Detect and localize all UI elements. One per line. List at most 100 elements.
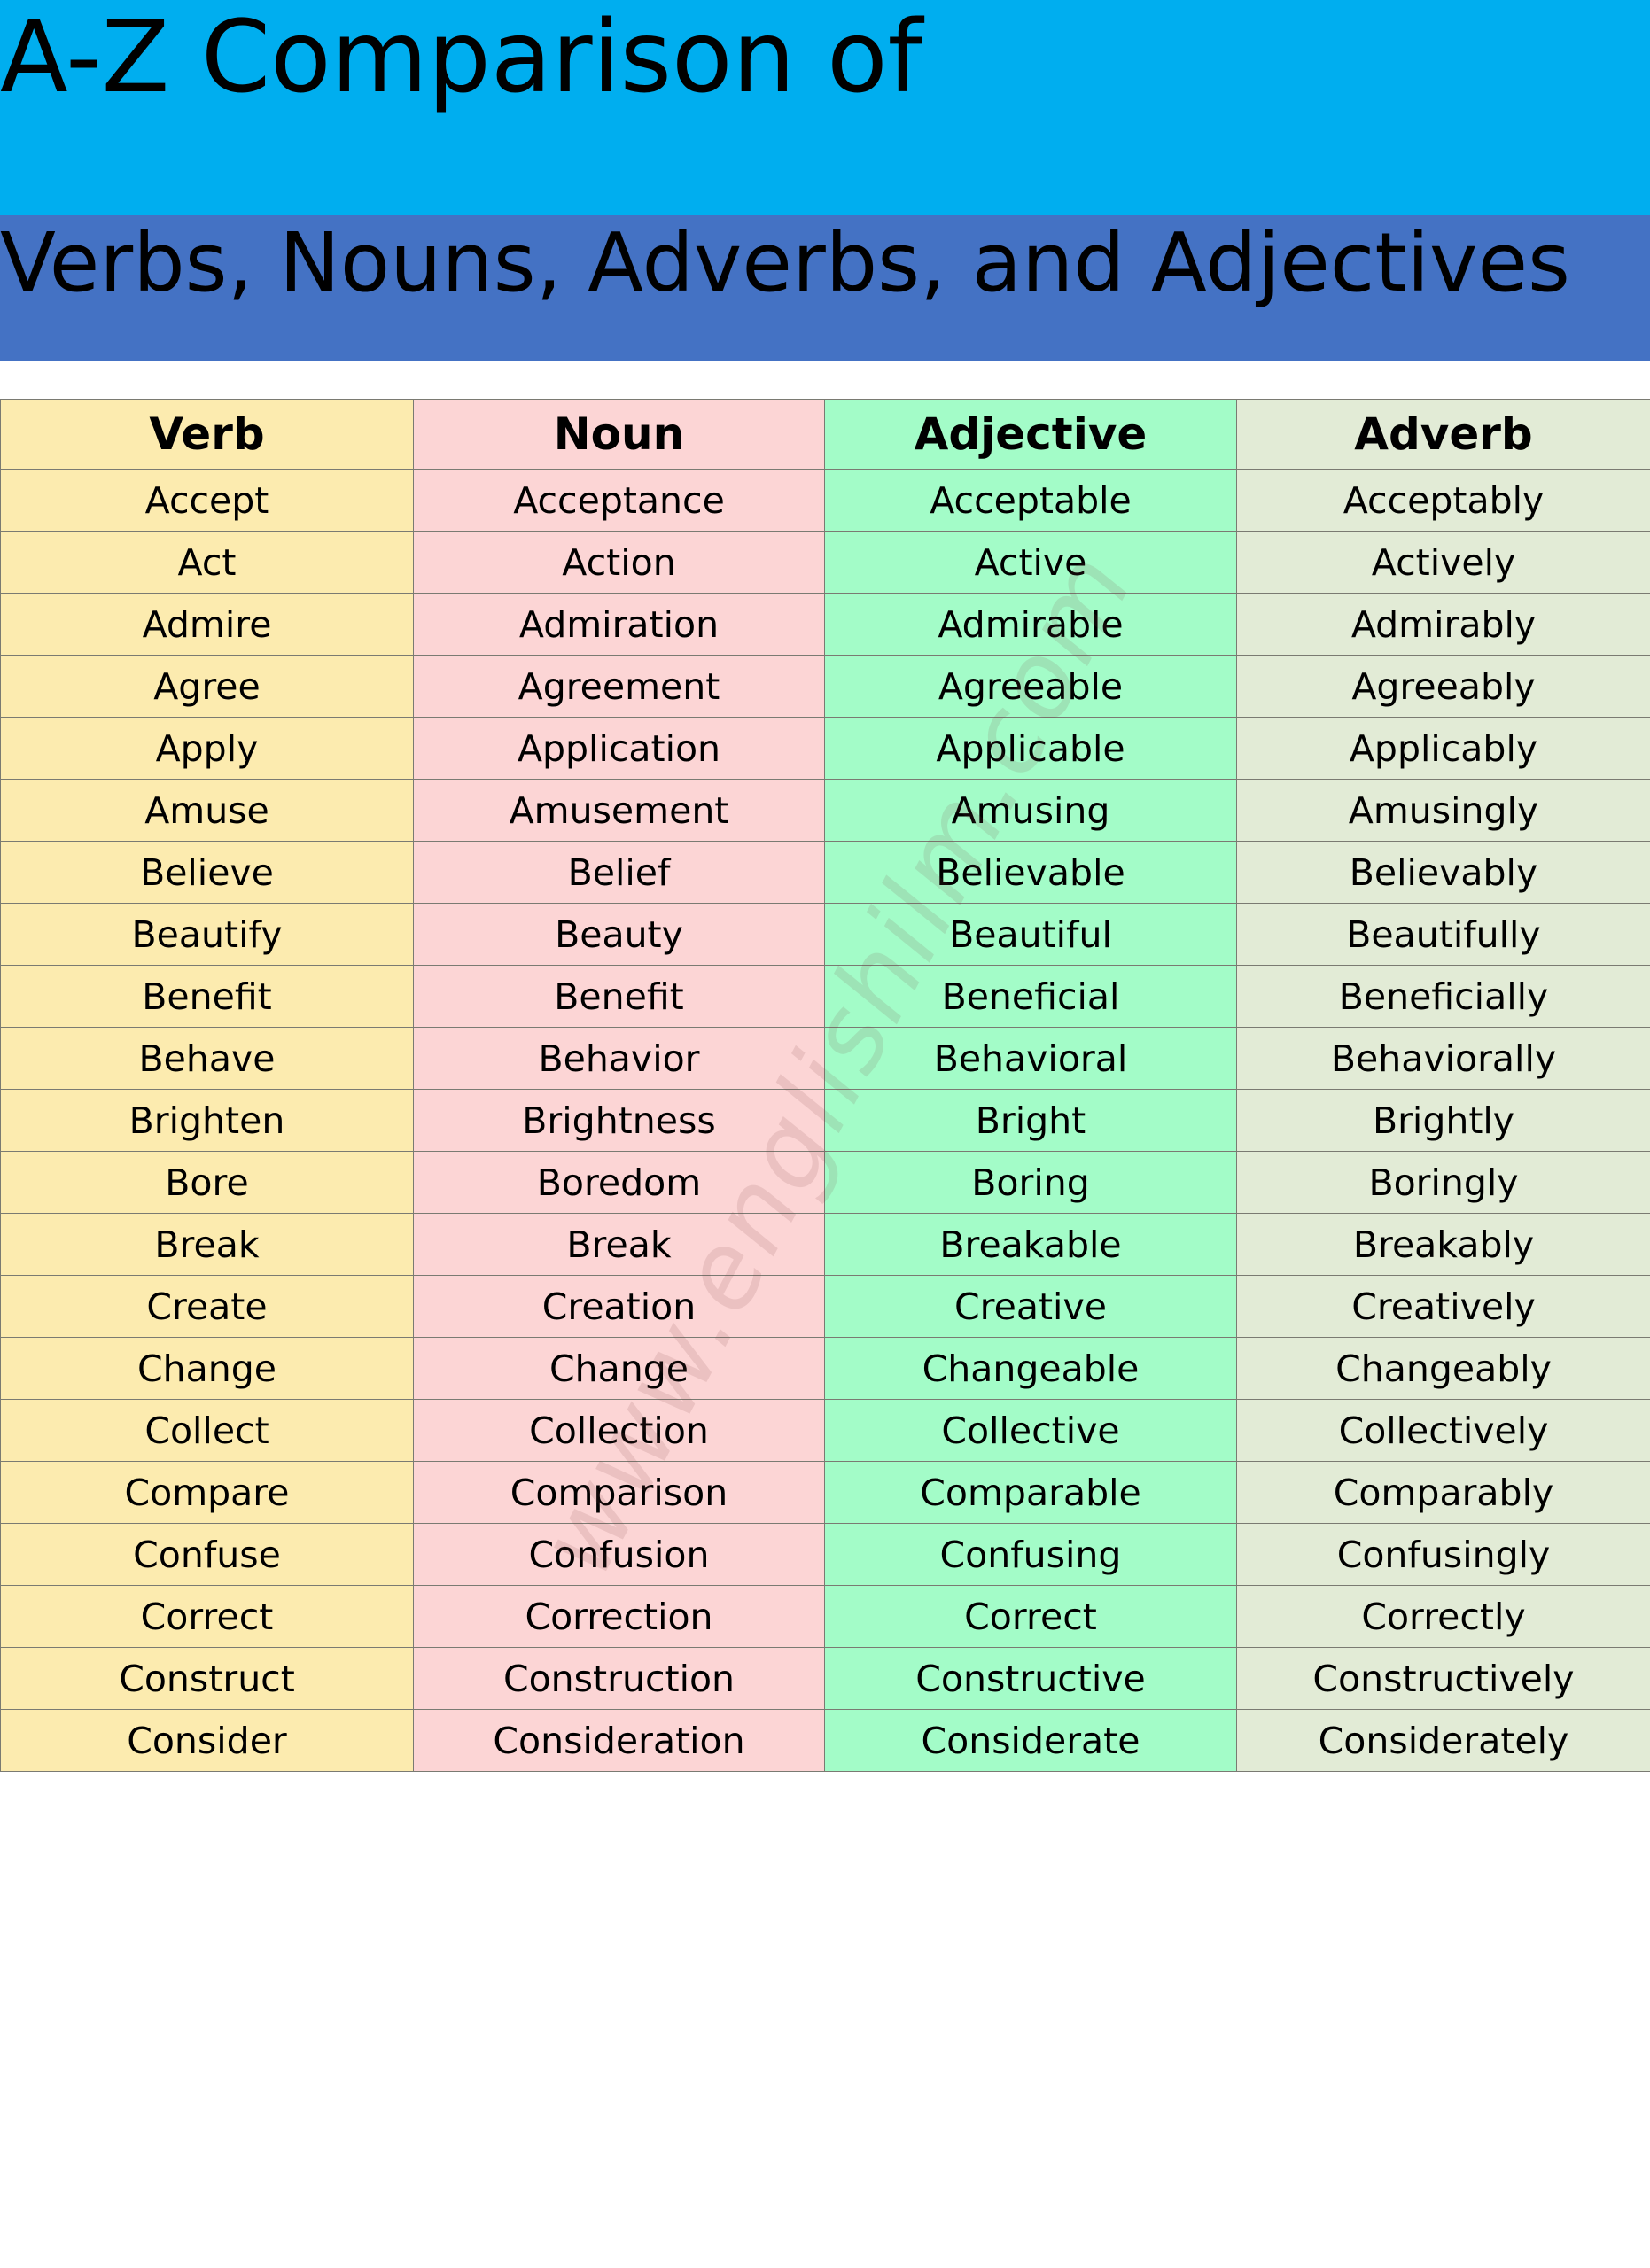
page-title-line1: A-Z Comparison of xyxy=(0,0,923,115)
table-cell: Beautifully xyxy=(1236,903,1650,966)
page-title-line2: Verbs, Nouns, Adverbs, and Adjectives xyxy=(0,215,1570,310)
table-cell: Active xyxy=(824,531,1237,594)
table-cell: Acceptance xyxy=(413,469,825,532)
table-cell: Benefit xyxy=(413,965,825,1028)
table-row: Brighten Brightness Bright Brightly xyxy=(0,1089,1650,1152)
table-cell: Confuse xyxy=(0,1523,414,1586)
table-cell: Bright xyxy=(824,1089,1237,1152)
table-cell: Beautify xyxy=(0,903,414,966)
table-row: Bore Boredom Boring Boringly xyxy=(0,1151,1650,1214)
title-banner-secondary: Verbs, Nouns, Adverbs, and Adjectives xyxy=(0,215,1650,361)
table-row: Compare Comparison Comparable Comparably xyxy=(0,1461,1650,1524)
table-cell: Confusingly xyxy=(1236,1523,1650,1586)
table-row: Correct Correction Correct Correctly xyxy=(0,1585,1650,1648)
table-cell: Admirable xyxy=(824,593,1237,656)
title-banner-primary: A-Z Comparison of xyxy=(0,0,1650,215)
table-cell: Amusing xyxy=(824,779,1237,842)
table-cell: Creation xyxy=(413,1275,825,1338)
table-cell: Amusement xyxy=(413,779,825,842)
table-cell: Considerate xyxy=(824,1709,1237,1772)
table-cell: Application xyxy=(413,717,825,780)
table-cell: Confusion xyxy=(413,1523,825,1586)
table-cell: Consideration xyxy=(413,1709,825,1772)
table-cell: Constructive xyxy=(824,1647,1237,1710)
table-cell: Collective xyxy=(824,1399,1237,1462)
table-cell: Changeable xyxy=(824,1337,1237,1400)
table-cell: Consider xyxy=(0,1709,414,1772)
table-cell: Behave xyxy=(0,1027,414,1090)
table-cell: Boredom xyxy=(413,1151,825,1214)
column-header-adverb: Adverb xyxy=(1236,399,1650,470)
table-row: Change Change Changeable Changeably xyxy=(0,1337,1650,1400)
table-cell: Comparably xyxy=(1236,1461,1650,1524)
table-cell: Applicably xyxy=(1236,717,1650,780)
table-header: Verb Noun Adjective Adverb xyxy=(0,399,1650,470)
table-row: Consider Consideration Considerate Consider… xyxy=(0,1709,1650,1772)
table-cell: Behavior xyxy=(413,1027,825,1090)
column-header-noun: Noun xyxy=(413,399,825,470)
word-forms-table: Verb Noun Adjective Adverb Accept Accepta… xyxy=(0,399,1650,1772)
table-cell: Believably xyxy=(1236,841,1650,904)
table-cell: Agreeably xyxy=(1236,655,1650,718)
table-row: Apply Application Applicable Applicably xyxy=(0,717,1650,780)
column-header-verb: Verb xyxy=(0,399,414,470)
table-cell: Amuse xyxy=(0,779,414,842)
table-row: Admire Admiration Admirable Admirably xyxy=(0,593,1650,656)
table-cell: Beneficial xyxy=(824,965,1237,1028)
table-cell: Correct xyxy=(0,1585,414,1648)
table-cell: Belief xyxy=(413,841,825,904)
table-cell: Admiration xyxy=(413,593,825,656)
table-cell: Beneficially xyxy=(1236,965,1650,1028)
table-cell: Break xyxy=(0,1213,414,1276)
table-cell: Collect xyxy=(0,1399,414,1462)
table-cell: Construction xyxy=(413,1647,825,1710)
column-header-adjective: Adjective xyxy=(824,399,1237,470)
table-row: Break Break Breakable Breakably xyxy=(0,1213,1650,1276)
table-cell: Behaviorally xyxy=(1236,1027,1650,1090)
table-cell: Construct xyxy=(0,1647,414,1710)
table-row: Confuse Confusion Confusing Confusingly xyxy=(0,1523,1650,1586)
table-cell: Agreeable xyxy=(824,655,1237,718)
table-row: Believe Belief Believable Believably xyxy=(0,841,1650,904)
table-cell: Brighten xyxy=(0,1089,414,1152)
table-cell: Change xyxy=(0,1337,414,1400)
table-body: Accept Acceptance Acceptable Acceptably Act A… xyxy=(0,469,1650,1772)
table-row: Behave Behavior Behavioral Behaviorally xyxy=(0,1027,1650,1090)
table-cell: Break xyxy=(413,1213,825,1276)
table-cell: Act xyxy=(0,531,414,594)
table-cell: Acceptably xyxy=(1236,469,1650,532)
table-cell: Changeably xyxy=(1236,1337,1650,1400)
table-row: Construct Construction Constructive Constru… xyxy=(0,1647,1650,1710)
table-cell: Admire xyxy=(0,593,414,656)
table-cell: Beautiful xyxy=(824,903,1237,966)
table-cell: Bore xyxy=(0,1151,414,1214)
table-cell: Apply xyxy=(0,717,414,780)
table-cell: Accept xyxy=(0,469,414,532)
table-cell: Benefit xyxy=(0,965,414,1028)
table-cell: Correct xyxy=(824,1585,1237,1648)
table-cell: Action xyxy=(413,531,825,594)
table-row: Agree Agreement Agreeable Agreeably xyxy=(0,655,1650,718)
table-cell: Create xyxy=(0,1275,414,1338)
table-cell: Agree xyxy=(0,655,414,718)
table-cell: Agreement xyxy=(413,655,825,718)
table-cell: Collection xyxy=(413,1399,825,1462)
table-cell: Compare xyxy=(0,1461,414,1524)
table-cell: Comparison xyxy=(413,1461,825,1524)
word-forms-table-container: Verb Noun Adjective Adverb Accept Accepta… xyxy=(0,399,1650,2268)
table-cell: Collectively xyxy=(1236,1399,1650,1462)
table-cell: Correction xyxy=(413,1585,825,1648)
table-row: Benefit Benefit Beneficial Beneficially xyxy=(0,965,1650,1028)
table-cell: Creatively xyxy=(1236,1275,1650,1338)
table-cell: Confusing xyxy=(824,1523,1237,1586)
table-cell: Behavioral xyxy=(824,1027,1237,1090)
table-cell: Breakable xyxy=(824,1213,1237,1276)
table-cell: Beauty xyxy=(413,903,825,966)
table-cell: Change xyxy=(413,1337,825,1400)
table-cell: Correctly xyxy=(1236,1585,1650,1648)
table-cell: Considerately xyxy=(1236,1709,1650,1772)
table-cell: Brightly xyxy=(1236,1089,1650,1152)
table-cell: Breakably xyxy=(1236,1213,1650,1276)
table-cell: Amusingly xyxy=(1236,779,1650,842)
